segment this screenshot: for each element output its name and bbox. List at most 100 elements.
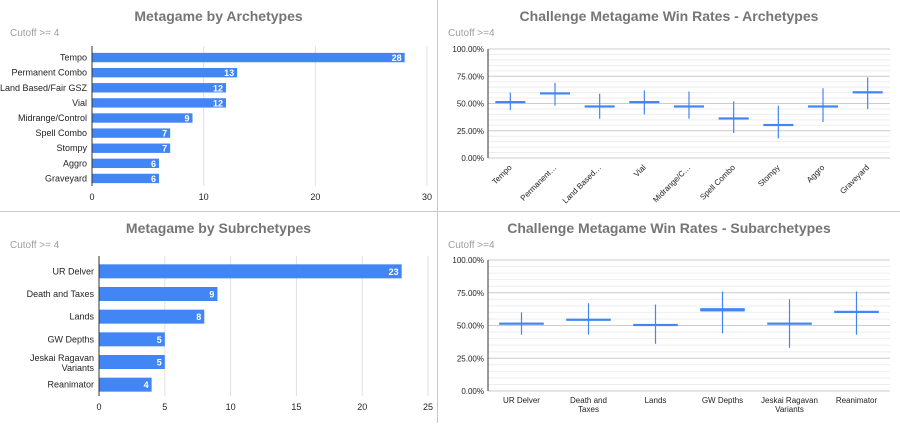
category-label: Variants bbox=[62, 363, 95, 373]
category-label: Graveyard bbox=[45, 173, 87, 183]
y-tick-label: 100.00% bbox=[452, 45, 484, 54]
category-label: Jeskai Ragavan bbox=[761, 396, 818, 405]
bar bbox=[99, 309, 205, 324]
win-rate-candle-body bbox=[673, 105, 705, 108]
bar bbox=[99, 355, 165, 369]
category-label: Jeskai Ragavan bbox=[30, 353, 94, 363]
bar-data-label: 23 bbox=[389, 267, 399, 277]
win-rate-candle-body bbox=[767, 322, 812, 325]
win-rate-candle-body bbox=[852, 91, 883, 94]
category-label: Spell Combo bbox=[698, 163, 737, 202]
category-label: UR Delver bbox=[52, 266, 94, 276]
category-label: Permanent… bbox=[519, 163, 559, 203]
category-label: Variants bbox=[775, 405, 804, 414]
bar-data-label: 12 bbox=[213, 98, 223, 108]
x-tick-label: 20 bbox=[357, 402, 367, 412]
subarchetype-share-bar-chart: 0 5 10 15 20 25 23 UR Delver 9 Death and Taxes 8 La… bbox=[27, 256, 433, 412]
category-label: Vial bbox=[632, 163, 648, 179]
x-tick-label: 10 bbox=[226, 402, 236, 412]
bar-data-label: 7 bbox=[162, 129, 167, 139]
category-label: Reanimator bbox=[47, 380, 94, 390]
category-label: Stompy bbox=[56, 143, 87, 153]
category-label: Aggro bbox=[805, 163, 827, 185]
bar bbox=[92, 52, 405, 63]
bar bbox=[92, 83, 226, 93]
win-rate-candle-body bbox=[629, 101, 660, 104]
category-label: Taxes bbox=[578, 405, 599, 414]
win-rate-candle-body bbox=[539, 92, 571, 95]
category-label: Midrange/Control bbox=[18, 113, 87, 123]
chart-title: Metagame by Archetypes bbox=[134, 8, 303, 24]
y-tick-label: 25.00% bbox=[457, 354, 484, 363]
y-tick-label: 75.00% bbox=[457, 289, 484, 298]
bar-data-label: 9 bbox=[209, 290, 214, 300]
category-label: Graveyard bbox=[838, 163, 871, 196]
x-tick-label: 0 bbox=[89, 192, 94, 202]
win-rate-candle-body bbox=[718, 117, 749, 120]
y-tick-label: 50.00% bbox=[457, 322, 484, 331]
archetype-winrate-candlestick-chart: 0.00% 25.00% 50.00% 75.00% 100.00% Tempo Perma… bbox=[452, 45, 890, 205]
bar-data-label: 28 bbox=[392, 53, 402, 63]
bar bbox=[92, 98, 226, 108]
subarchetype-winrate-chart-panel: Challenge Metagame Win Rates - Subarchet… bbox=[438, 212, 900, 423]
win-rate-candle-body bbox=[633, 323, 678, 327]
win-rate-candle-body bbox=[700, 308, 745, 312]
win-rate-candle-body bbox=[834, 310, 879, 313]
bar bbox=[99, 377, 152, 392]
x-tick-label: 10 bbox=[199, 192, 209, 202]
chart-subtitle: Cutoff >=4 bbox=[448, 28, 495, 39]
bar-data-label: 6 bbox=[151, 174, 156, 184]
category-label: Death and Taxes bbox=[27, 289, 95, 299]
chart-subtitle: Cutoff >= 4 bbox=[10, 28, 60, 39]
win-rate-candle-body bbox=[807, 105, 839, 108]
category-label: Stompy bbox=[756, 163, 782, 189]
bar bbox=[92, 67, 238, 78]
category-label: Aggro bbox=[63, 158, 87, 168]
category-label: Tempo bbox=[490, 163, 514, 187]
x-tick-label: 5 bbox=[162, 402, 167, 412]
bar-data-label: 8 bbox=[196, 312, 201, 322]
category-label: Permanent Combo bbox=[11, 68, 87, 78]
bar-data-label: 6 bbox=[151, 159, 156, 169]
bar-data-label: 9 bbox=[184, 114, 189, 124]
category-label: Vial bbox=[72, 98, 87, 108]
x-tick-label: 20 bbox=[310, 192, 320, 202]
category-label: Tempo bbox=[60, 53, 87, 63]
bar-data-label: 13 bbox=[224, 68, 234, 78]
archetype-share-chart-panel: Metagame by Archetypes Cutoff >= 4 0 10 20… bbox=[0, 0, 438, 212]
subarchetype-share-chart-panel: Metagame by Subrchetypes Cutoff >= 4 0 5 1… bbox=[0, 212, 438, 423]
category-label: Death and bbox=[570, 396, 607, 405]
y-tick-label: 25.00% bbox=[457, 127, 484, 136]
category-label: GW Depths bbox=[47, 334, 94, 344]
bar bbox=[99, 264, 402, 279]
category-label: Lands bbox=[645, 396, 667, 405]
chart-subtitle: Cutoff >= 4 bbox=[10, 240, 60, 251]
bar bbox=[92, 128, 171, 138]
x-tick-label: 30 bbox=[422, 192, 432, 202]
bar-data-label: 5 bbox=[157, 335, 162, 345]
category-label: Lands bbox=[69, 312, 94, 322]
x-tick-label: 25 bbox=[423, 402, 433, 412]
win-rate-candle-body bbox=[763, 123, 794, 127]
chart-subtitle: Cutoff >=4 bbox=[448, 240, 495, 251]
category-label: GW Depths bbox=[702, 396, 743, 405]
y-tick-label: 50.00% bbox=[457, 100, 484, 109]
category-label: UR Delver bbox=[503, 396, 540, 405]
win-rate-candle-body bbox=[584, 105, 615, 108]
chart-title: Metagame by Subrchetypes bbox=[125, 220, 312, 236]
x-tick-label: 0 bbox=[96, 402, 101, 412]
subarchetype-winrate-candlestick-chart: 0.00% 25.00% 50.00% 75.00% 100.00% UR Delver D… bbox=[452, 256, 890, 414]
y-tick-label: 100.00% bbox=[452, 256, 484, 265]
chart-title: Challenge Metagame Win Rates - Archetype… bbox=[519, 8, 819, 24]
bar-data-label: 4 bbox=[144, 380, 149, 390]
category-label: Land Based… bbox=[561, 163, 603, 205]
bar-data-label: 5 bbox=[157, 358, 162, 368]
y-tick-label: 0.00% bbox=[461, 387, 484, 396]
win-rate-candle-body bbox=[499, 322, 544, 325]
archetype-winrate-chart-panel: Challenge Metagame Win Rates - Archetype… bbox=[438, 0, 900, 212]
bar bbox=[99, 287, 218, 301]
y-tick-label: 75.00% bbox=[457, 72, 484, 81]
y-tick-label: 0.00% bbox=[461, 154, 484, 163]
bar bbox=[92, 173, 159, 184]
category-label: Spell Combo bbox=[35, 128, 87, 138]
